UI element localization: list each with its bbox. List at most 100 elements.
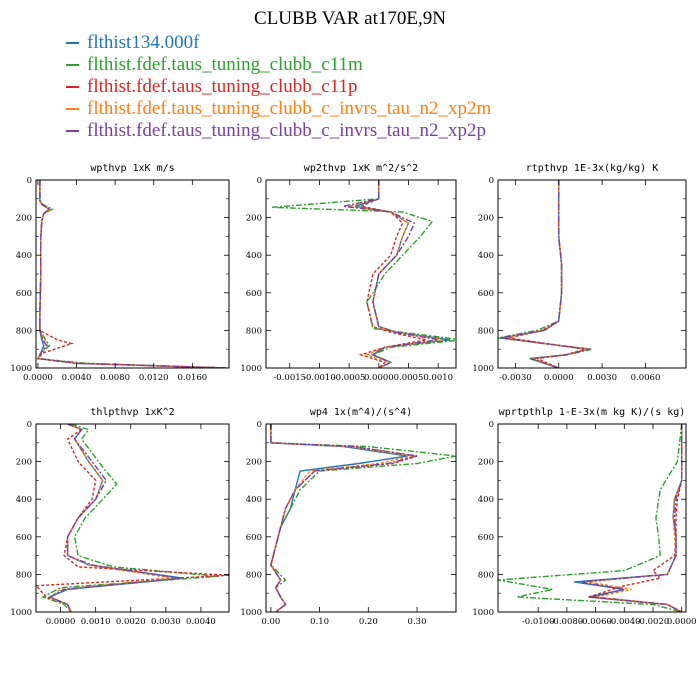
y-tick-label: 800 xyxy=(478,326,494,336)
chart-panel: wprtpthlp 1-E-3x(m kg K)/(s kg) 0 200 400 60… xyxy=(472,407,696,627)
x-tick-label: 0.0000 xyxy=(364,373,394,383)
legend-item: flthist134.000f xyxy=(66,32,491,54)
x-tick-label: -0.0060 xyxy=(579,617,612,627)
y-tick-label: 400 xyxy=(478,495,494,505)
y-tick-label: 0 xyxy=(489,176,494,186)
series-group xyxy=(498,180,593,368)
figure-title: CLUBB VAR at170E,9N xyxy=(254,8,446,29)
y-tick-label: 1000 xyxy=(10,364,32,374)
series-line xyxy=(498,424,683,612)
panel-title: wpthvp 1xK m/s xyxy=(90,163,174,174)
x-tick-label: 0.0020 xyxy=(116,617,146,627)
legend-swatch xyxy=(66,86,79,88)
plot-frame xyxy=(35,179,230,369)
y-tick-label: 400 xyxy=(246,495,262,505)
y-tick-label: 400 xyxy=(478,251,494,261)
x-tick-label: -0.0015 xyxy=(273,373,306,383)
series-line xyxy=(48,424,181,612)
series-line xyxy=(270,424,413,612)
panel-title: wp2thvp 1xK m^2/s^2 xyxy=(304,163,418,174)
y-tick-label: 400 xyxy=(246,251,262,261)
x-tick-label: 0.00 xyxy=(261,617,280,627)
x-tick-label: 0.0040 xyxy=(62,373,92,383)
legend-label: flthist134.000f xyxy=(87,32,200,53)
y-tick-label: 200 xyxy=(478,214,494,224)
x-tick-label: -0.0030 xyxy=(499,373,532,383)
plot-frame xyxy=(497,423,687,613)
x-tick-label: 0.0005 xyxy=(394,373,424,383)
series-line xyxy=(36,180,227,368)
series-group xyxy=(36,180,227,368)
series-line xyxy=(500,180,590,368)
x-tick-label: -0.0080 xyxy=(551,617,584,627)
x-tick-label: 0.0060 xyxy=(631,373,661,383)
y-tick-label: 1000 xyxy=(10,608,32,618)
y-tick-label: 200 xyxy=(246,214,262,224)
y-tick-label: 600 xyxy=(478,533,494,543)
legend-label: flthist.fdef.taus_tuning_clubb_c11m xyxy=(87,54,363,75)
x-tick-label: 0.10 xyxy=(310,617,329,627)
legend-label: flthist.fdef.taus_tuning_clubb_c11p xyxy=(87,76,358,97)
series-line xyxy=(581,424,683,612)
series-group xyxy=(36,424,229,612)
chart-panel: rtpthvp 1E-3x(kg/kg) K 0 200 400 600 800 1000-… xyxy=(472,163,687,383)
y-tick-label: 600 xyxy=(16,533,32,543)
panel-title: wp4 1x(m^4)/(s^4) xyxy=(310,407,412,418)
legend-item: flthist.fdef.taus_tuning_clubb_c_invrs_t… xyxy=(66,120,491,142)
series-group xyxy=(270,424,456,612)
y-tick-label: 200 xyxy=(16,214,32,224)
legend-swatch xyxy=(66,108,79,110)
y-tick-label: 0 xyxy=(27,176,32,186)
series-line xyxy=(36,180,227,368)
series-line xyxy=(270,424,456,612)
y-tick-label: 200 xyxy=(478,458,494,468)
legend-swatch xyxy=(66,42,79,44)
legend-swatch xyxy=(66,64,79,66)
series-line xyxy=(270,424,418,612)
series-line xyxy=(36,180,227,368)
x-tick-label: -0.0010 xyxy=(303,373,336,383)
y-tick-label: 0 xyxy=(27,420,32,430)
plot-frame xyxy=(265,423,457,613)
legend-label: flthist.fdef.taus_tuning_clubb_c_invrs_t… xyxy=(87,120,486,141)
x-tick-label: 0.0000 xyxy=(46,617,76,627)
x-tick-label: 0.0040 xyxy=(186,617,216,627)
series-line xyxy=(41,424,219,612)
x-tick-label: -0.0040 xyxy=(608,617,641,627)
y-tick-label: 400 xyxy=(16,251,32,261)
x-tick-label: 0.0000 xyxy=(23,373,53,383)
y-tick-label: 600 xyxy=(246,533,262,543)
y-tick-label: 800 xyxy=(16,570,32,580)
y-tick-label: 200 xyxy=(16,458,32,468)
panel-title: rtpthvp 1E-3x(kg/kg) K xyxy=(526,163,658,174)
legend-item: flthist.fdef.taus_tuning_clubb_c_invrs_t… xyxy=(66,98,491,120)
x-tick-label: 0.0120 xyxy=(139,373,169,383)
y-tick-label: 1000 xyxy=(240,364,262,374)
y-tick-label: 400 xyxy=(16,495,32,505)
x-tick-label: 0.0080 xyxy=(100,373,130,383)
y-tick-label: 600 xyxy=(478,289,494,299)
panel-title: wprtpthlp 1-E-3x(m kg K)/(s kg) xyxy=(499,407,686,418)
panel-title: thlpthvp 1xK^2 xyxy=(90,407,174,418)
y-tick-label: 0 xyxy=(257,420,262,430)
y-tick-label: 600 xyxy=(16,289,32,299)
series-line xyxy=(588,424,683,612)
x-tick-label: 0.30 xyxy=(408,617,427,627)
x-tick-label: 0.20 xyxy=(359,617,378,627)
x-tick-label: 0.0030 xyxy=(587,373,617,383)
y-tick-label: 800 xyxy=(16,326,32,336)
legend-item: flthist.fdef.taus_tuning_clubb_c11m xyxy=(66,54,491,76)
series-group xyxy=(498,424,683,612)
x-tick-label: -0.0020 xyxy=(637,617,670,627)
x-tick-label: 0.0160 xyxy=(177,373,207,383)
y-tick-label: 1000 xyxy=(472,364,494,374)
y-tick-label: 1000 xyxy=(240,608,262,618)
chart-panel: thlpthvp 1xK^2 0 200 400 600 800 1000 0.0000 0.0… xyxy=(10,407,230,627)
y-tick-label: 200 xyxy=(246,458,262,468)
legend-label: flthist.fdef.taus_tuning_clubb_c_invrs_t… xyxy=(87,98,492,119)
series-line xyxy=(343,180,439,368)
x-tick-label: 0.0010 xyxy=(423,373,453,383)
x-tick-label: 0.0030 xyxy=(151,617,181,627)
